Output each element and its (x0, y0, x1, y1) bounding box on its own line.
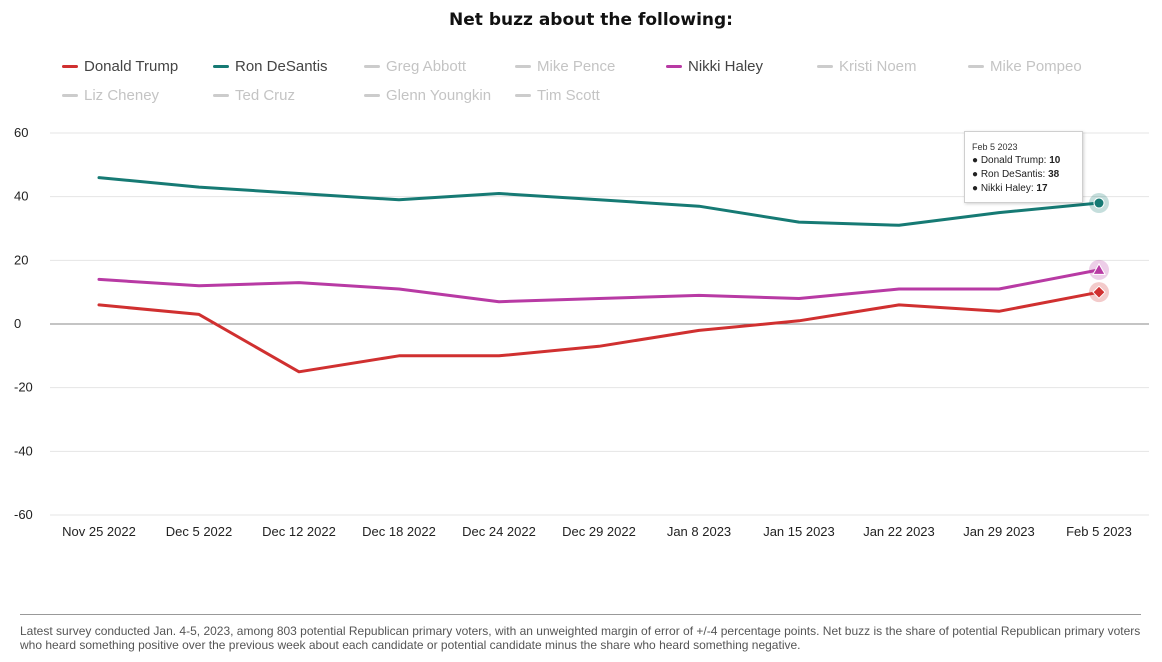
y-tick-label: -40 (14, 443, 33, 458)
tooltip-value: 10 (1049, 155, 1061, 166)
legend-swatch (364, 65, 380, 68)
tooltip-date: Feb 5 2023 (972, 142, 1018, 152)
legend-swatch (666, 65, 682, 68)
x-tick-label: Dec 24 2022 (462, 524, 536, 539)
tooltip-label: Donald Trump: (980, 155, 1047, 166)
legend-label: Glenn Youngkin (386, 87, 492, 104)
y-tick-label: 40 (14, 189, 28, 204)
series-point (1093, 197, 1105, 209)
legend-item[interactable]: Ron DeSantis (213, 58, 328, 75)
legend-item[interactable]: Liz Cheney (62, 87, 159, 104)
legend-label: Kristi Noem (839, 58, 917, 75)
footnote-divider (20, 614, 1141, 615)
legend-swatch (213, 94, 229, 97)
legend-item[interactable]: Mike Pence (515, 58, 615, 75)
legend-label: Mike Pompeo (990, 58, 1082, 75)
line-chart: 60 40 20 0 -20 -40 -60 Nov 25 2022 Dec 5 2022 Dec… (14, 125, 1149, 539)
x-tick-label: Nov 25 2022 (62, 524, 136, 539)
y-tick-label: 60 (14, 125, 28, 140)
legend-swatch (968, 65, 984, 68)
chart-title: Net buzz about the following: (449, 10, 733, 30)
tooltip-label: Nikki Haley: (980, 183, 1034, 194)
legend-swatch (364, 94, 380, 97)
legend-swatch (62, 94, 78, 97)
tooltip: Feb 5 2023 ● Donald Trump: 10 ● Ron DeSa… (964, 131, 1083, 203)
legend-item[interactable]: Greg Abbott (364, 58, 466, 75)
legend-label: Donald Trump (84, 58, 179, 75)
legend-label: Mike Pence (537, 58, 616, 75)
x-tick-label: Dec 29 2022 (562, 524, 636, 539)
legend-item[interactable]: Kristi Noem (817, 58, 917, 75)
series-line (97, 290, 1101, 374)
x-tick-label: Feb 5 2023 (1066, 524, 1132, 539)
x-tick-label: Jan 15 2023 (763, 524, 835, 539)
series-point (1092, 285, 1106, 299)
y-tick-label: 0 (14, 316, 21, 331)
y-tick-label: -20 (14, 380, 33, 395)
y-tick-label: 20 (14, 252, 28, 267)
x-tick-label: Dec 5 2022 (166, 524, 233, 539)
tooltip-value: 38 (1048, 169, 1060, 180)
x-tick-label: Jan 29 2023 (963, 524, 1035, 539)
legend-item[interactable]: Tim Scott (515, 87, 600, 104)
legend-item[interactable]: Ted Cruz (213, 87, 295, 104)
legend-item[interactable]: Nikki Haley (666, 58, 763, 75)
legend-label: Liz Cheney (84, 87, 160, 104)
legend-swatch (62, 65, 78, 68)
series-point (1092, 262, 1106, 275)
legend-item[interactable]: Mike Pompeo (968, 58, 1082, 75)
tooltip-row: ● Ron DeSantis: 38 (972, 169, 1060, 180)
legend-item[interactable]: Donald Trump (62, 58, 178, 75)
legend-swatch (213, 65, 229, 68)
tooltip-row: ● Donald Trump: 10 (972, 155, 1061, 166)
x-tick-label: Jan 22 2023 (863, 524, 935, 539)
legend-label: Ted Cruz (235, 87, 296, 104)
x-tick-label: Dec 12 2022 (262, 524, 336, 539)
legend-item[interactable]: Glenn Youngkin (364, 87, 491, 104)
footnote: Latest survey conducted Jan. 4-5, 2023, … (20, 624, 1141, 652)
legend-label: Nikki Haley (688, 58, 764, 75)
tooltip-value: 17 (1036, 183, 1048, 194)
legend-label: Ron DeSantis (235, 58, 328, 75)
legend-swatch (817, 65, 833, 68)
y-tick-label: -60 (14, 507, 33, 522)
x-tick-label: Jan 8 2023 (667, 524, 731, 539)
legend-label: Tim Scott (537, 87, 600, 104)
series-line (97, 176, 1101, 227)
series-line (97, 268, 1101, 304)
tooltip-row: ● Nikki Haley: 17 (972, 183, 1048, 194)
legend-swatch (515, 65, 531, 68)
legend-label: Greg Abbott (386, 58, 467, 75)
tooltip-label: Ron DeSantis: (980, 169, 1046, 180)
legend-swatch (515, 94, 531, 97)
x-tick-label: Dec 18 2022 (362, 524, 436, 539)
